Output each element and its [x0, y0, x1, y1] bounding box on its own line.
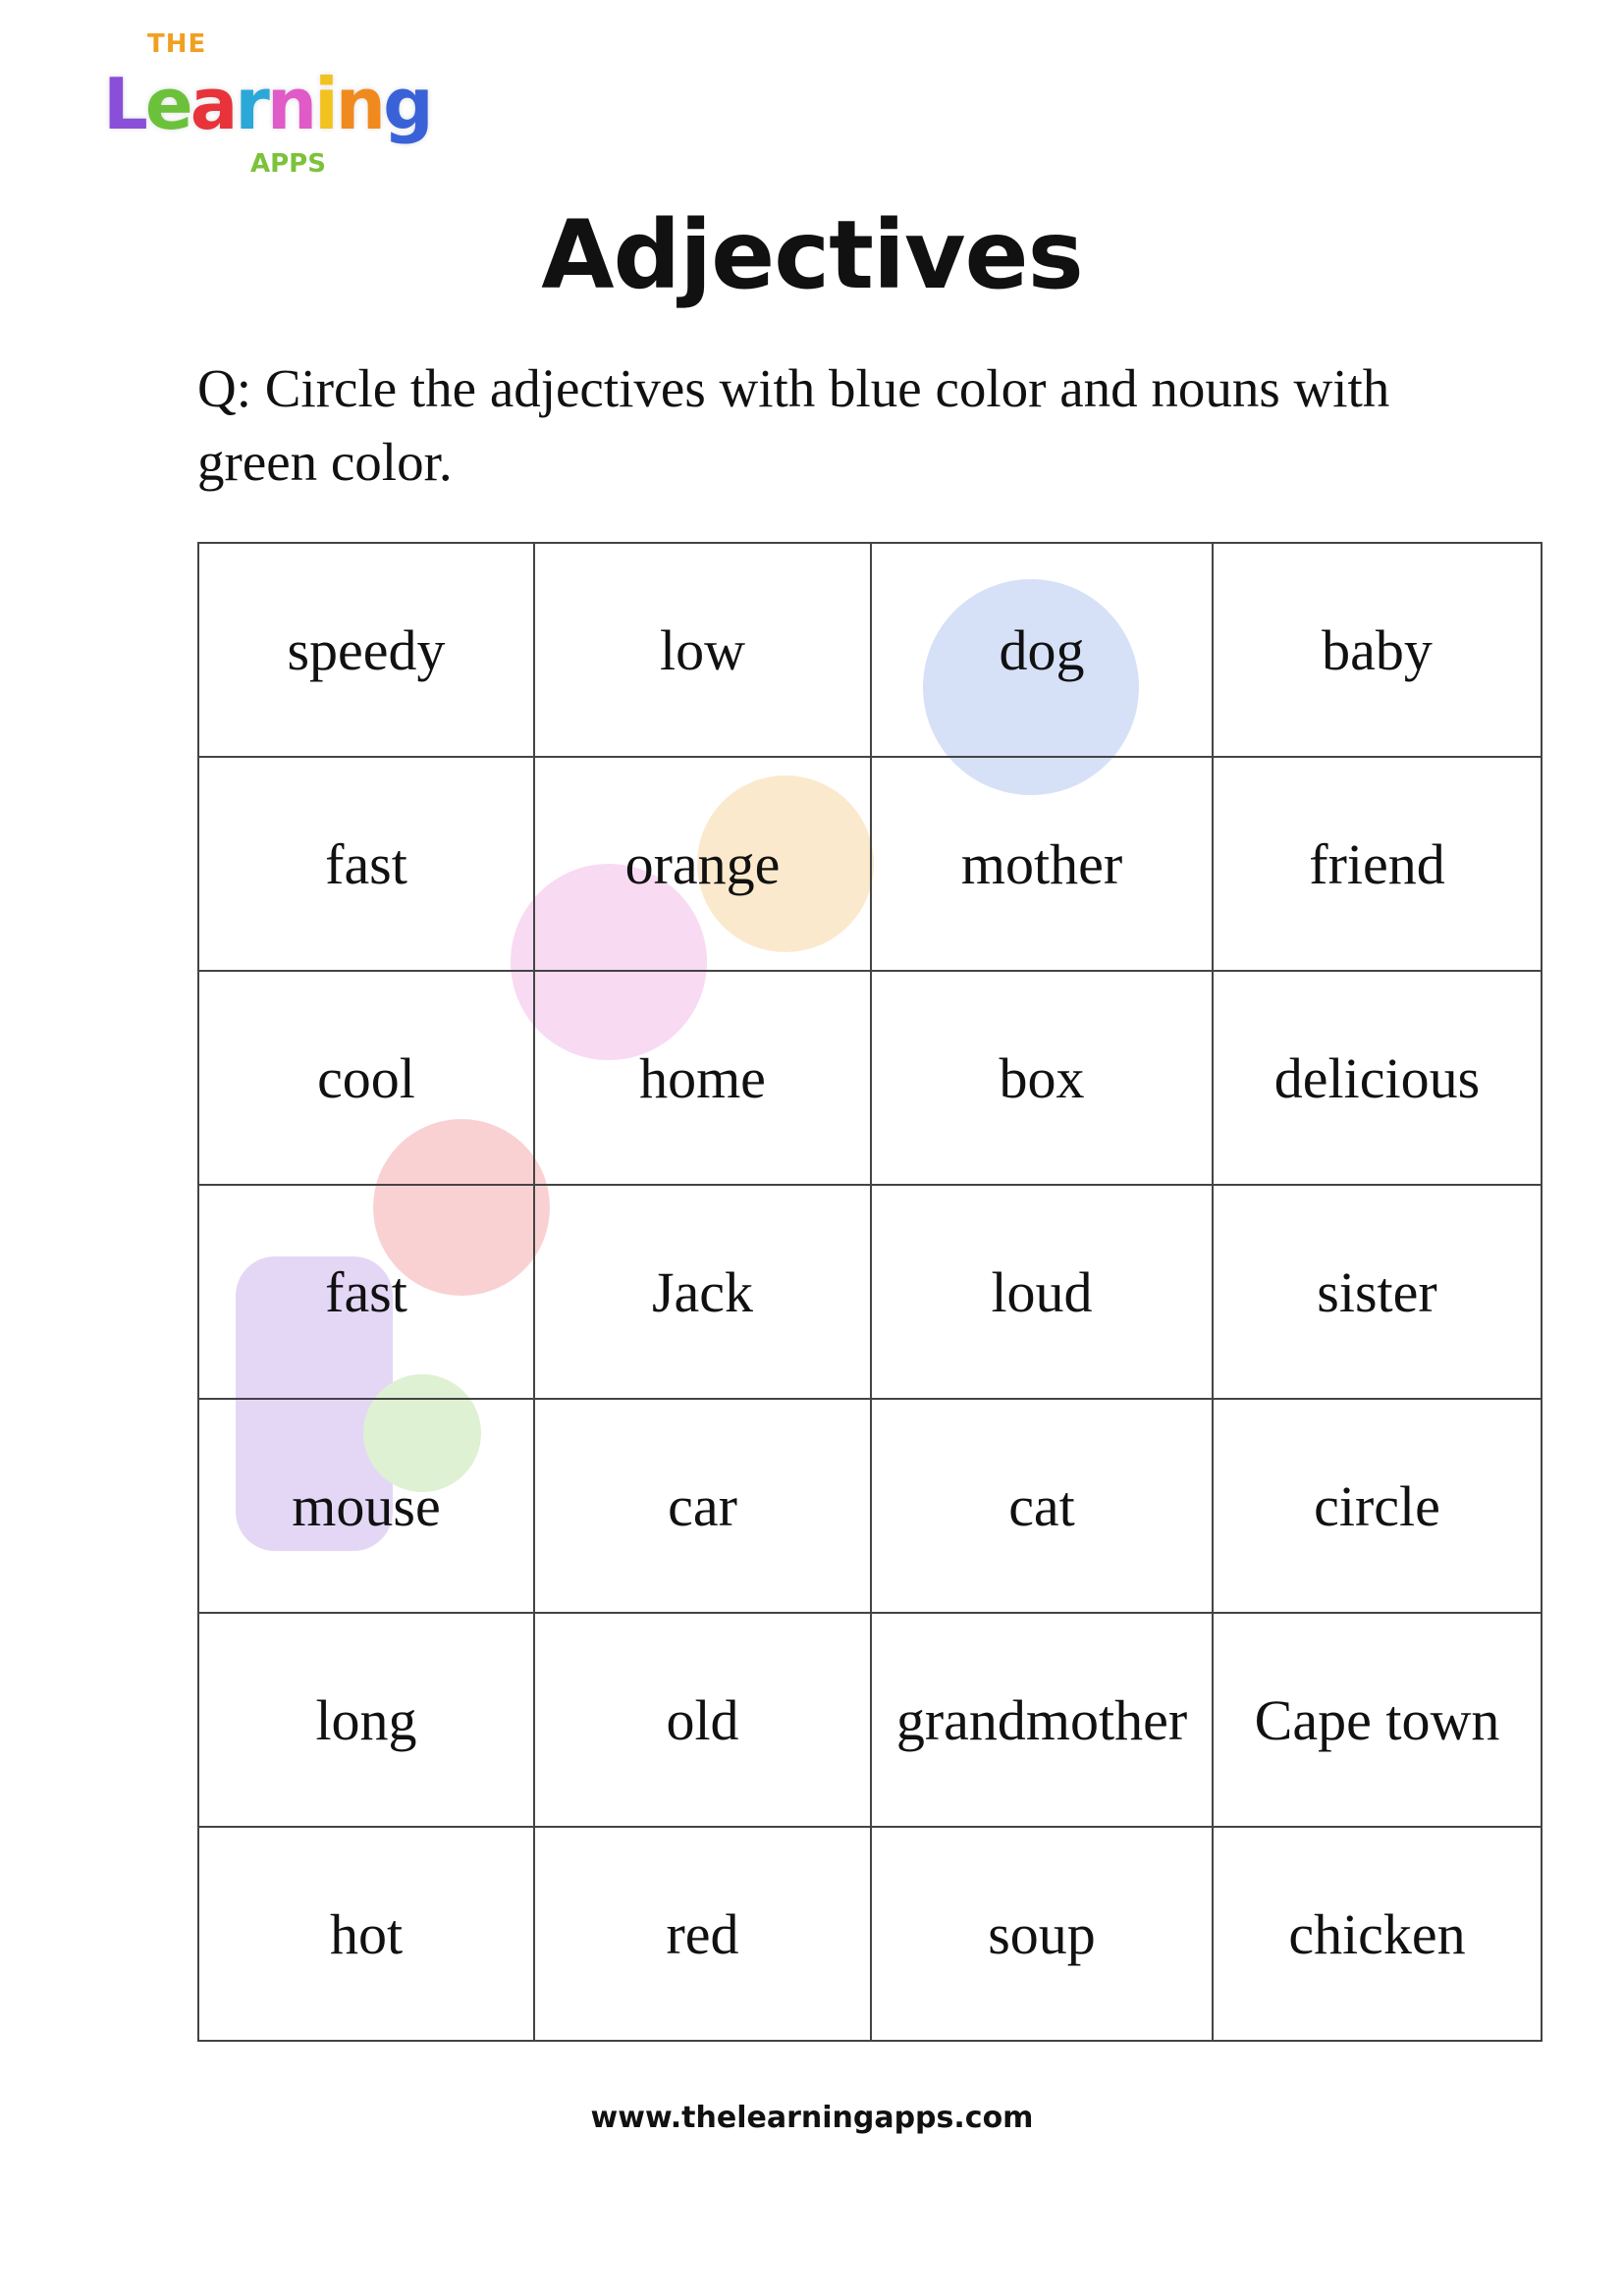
- logo-letter: n: [266, 63, 317, 145]
- page-title: Adjectives: [541, 200, 1084, 310]
- grid-row: long old grandmother Cape town: [197, 1612, 1543, 1828]
- grid-row: cool home box delicious: [197, 970, 1543, 1186]
- word-cell[interactable]: circle: [1212, 1398, 1543, 1614]
- word-cell[interactable]: friend: [1212, 756, 1543, 972]
- logo-apps: APPS: [250, 149, 326, 179]
- word-cell[interactable]: fast: [197, 1184, 535, 1400]
- word-cell[interactable]: grandmother: [870, 1612, 1214, 1828]
- word-grid: speedy low dog baby fast orange mother friend co…: [197, 542, 1543, 2042]
- grid-row: fast Jack loud sister: [197, 1184, 1543, 1400]
- word-cell[interactable]: mother: [870, 756, 1214, 972]
- word-cell[interactable]: hot: [197, 1826, 535, 2042]
- word-cell[interactable]: orange: [533, 756, 872, 972]
- word-cell[interactable]: car: [533, 1398, 872, 1614]
- word-cell[interactable]: baby: [1212, 542, 1543, 758]
- logo-letter: a: [189, 63, 239, 145]
- logo-letter: i: [314, 63, 339, 145]
- word-cell[interactable]: soup: [870, 1826, 1214, 2042]
- logo-letter: n: [335, 63, 386, 145]
- grid-row: fast orange mother friend: [197, 756, 1543, 972]
- word-cell[interactable]: sister: [1212, 1184, 1543, 1400]
- word-cell[interactable]: home: [533, 970, 872, 1186]
- footer-url: www.thelearningapps.com: [590, 2101, 1034, 2135]
- word-cell[interactable]: cool: [197, 970, 535, 1186]
- word-cell[interactable]: long: [197, 1612, 535, 1828]
- word-cell[interactable]: chicken: [1212, 1826, 1543, 2042]
- word-cell[interactable]: mouse: [197, 1398, 535, 1614]
- logo-word: Learning: [103, 63, 434, 145]
- word-cell[interactable]: Jack: [533, 1184, 872, 1400]
- grid-row: mouse car cat circle: [197, 1398, 1543, 1614]
- learning-apps-logo: THE Learning APPS: [103, 29, 434, 187]
- word-cell[interactable]: speedy: [197, 542, 535, 758]
- logo-letter: e: [144, 63, 193, 145]
- word-cell[interactable]: dog: [870, 542, 1214, 758]
- word-cell[interactable]: delicious: [1212, 970, 1543, 1186]
- word-cell[interactable]: cat: [870, 1398, 1214, 1614]
- word-cell[interactable]: old: [533, 1612, 872, 1828]
- word-cell[interactable]: loud: [870, 1184, 1214, 1400]
- logo-the: THE: [147, 29, 207, 59]
- question-text: Q: Circle the adjectives with blue color…: [197, 358, 1390, 492]
- logo-letter: r: [235, 63, 269, 145]
- grid-row: hot red soup chicken: [197, 1826, 1543, 2042]
- grid-row: speedy low dog baby: [197, 542, 1543, 758]
- logo-letter: L: [103, 63, 148, 145]
- word-cell[interactable]: red: [533, 1826, 872, 2042]
- word-cell[interactable]: Cape town: [1212, 1612, 1543, 1828]
- word-cell[interactable]: low: [533, 542, 872, 758]
- logo-letter: g: [383, 63, 434, 145]
- word-cell[interactable]: fast: [197, 756, 535, 972]
- word-cell[interactable]: box: [870, 970, 1214, 1186]
